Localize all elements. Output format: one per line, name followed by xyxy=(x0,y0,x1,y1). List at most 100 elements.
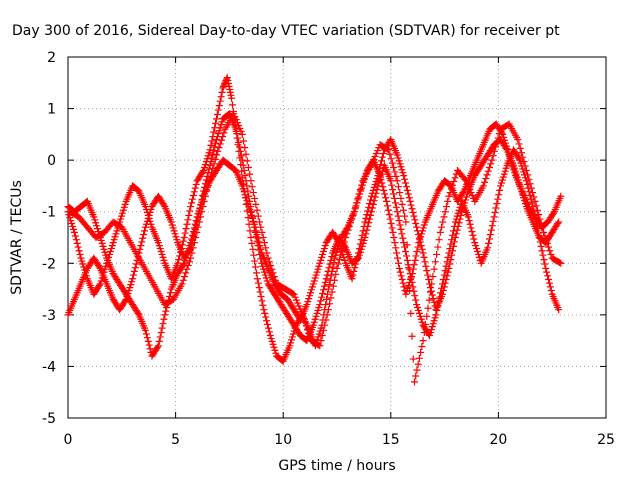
data-point xyxy=(539,251,547,259)
data-point xyxy=(120,203,128,211)
data-point xyxy=(525,175,533,183)
data-point xyxy=(421,258,429,266)
data-point xyxy=(490,213,498,221)
data-point xyxy=(100,245,108,253)
data-point xyxy=(246,170,254,178)
data-point xyxy=(419,337,427,345)
data-point xyxy=(400,283,408,291)
data-point xyxy=(214,147,222,155)
data-point xyxy=(250,220,258,228)
data-point xyxy=(95,263,103,271)
y-tick-label: 1 xyxy=(47,102,56,118)
data-point xyxy=(529,189,537,197)
data-point xyxy=(509,161,517,169)
data-point xyxy=(430,298,438,306)
data-point xyxy=(405,281,413,289)
data-point xyxy=(445,192,453,200)
data-point xyxy=(520,194,528,202)
data-point xyxy=(403,256,411,264)
data-point xyxy=(314,265,322,273)
data-point xyxy=(204,152,212,160)
data-point xyxy=(427,326,435,334)
data-point xyxy=(290,290,298,298)
data-point xyxy=(393,249,401,257)
data-point xyxy=(445,264,453,272)
data-point xyxy=(493,200,501,208)
data-point xyxy=(74,243,82,251)
data-point xyxy=(241,191,249,199)
x-tick-label: 10 xyxy=(274,432,292,448)
data-point xyxy=(215,127,223,135)
data-point xyxy=(208,169,216,177)
data-point xyxy=(383,145,391,153)
data-point xyxy=(431,314,439,322)
y-axis-label: SDTVAR / TECUs xyxy=(9,180,25,295)
data-point xyxy=(249,245,257,253)
data-point xyxy=(450,178,458,186)
data-point xyxy=(159,320,167,328)
data-point xyxy=(386,150,394,158)
data-point xyxy=(175,256,183,264)
data-point xyxy=(216,124,224,132)
data-point xyxy=(451,218,459,226)
data-point xyxy=(215,102,223,110)
series-3 xyxy=(64,136,563,360)
data-point xyxy=(188,249,196,257)
data-point xyxy=(160,256,168,264)
data-point xyxy=(325,281,333,289)
data-point xyxy=(118,209,126,217)
data-point xyxy=(545,275,553,283)
data-point xyxy=(414,231,422,239)
data-point xyxy=(428,280,436,288)
data-point xyxy=(182,269,190,277)
data-point xyxy=(231,113,239,121)
data-point xyxy=(521,162,529,170)
data-point xyxy=(415,309,423,317)
data-point xyxy=(452,230,460,238)
data-point xyxy=(252,263,260,271)
data-point xyxy=(370,183,378,191)
data-point xyxy=(436,228,444,236)
data-point xyxy=(315,341,323,349)
data-point xyxy=(449,181,457,189)
data-point xyxy=(468,228,476,236)
data-point xyxy=(399,169,407,177)
data-point xyxy=(385,211,393,219)
data-point xyxy=(262,244,270,252)
data-point xyxy=(370,155,378,163)
data-point xyxy=(458,208,466,216)
data-point xyxy=(238,156,246,164)
data-point xyxy=(408,332,416,340)
data-point xyxy=(241,144,249,152)
data-point xyxy=(444,197,452,205)
data-point xyxy=(495,191,503,199)
data-point xyxy=(303,326,311,334)
data-point xyxy=(322,275,330,283)
data-point xyxy=(236,124,244,132)
data-point xyxy=(365,203,373,211)
data-point xyxy=(414,303,422,311)
data-point xyxy=(206,146,214,154)
data-point xyxy=(288,333,296,341)
data-point xyxy=(500,170,508,178)
data-point xyxy=(410,287,418,295)
data-point xyxy=(243,197,251,205)
data-point xyxy=(413,366,421,374)
data-point xyxy=(471,239,479,247)
y-tick-label: -5 xyxy=(42,411,56,427)
data-point xyxy=(157,247,165,255)
data-point xyxy=(397,163,405,171)
data-point xyxy=(429,273,437,281)
data-point xyxy=(214,106,222,114)
data-point xyxy=(547,287,555,295)
data-point xyxy=(386,215,394,223)
data-point xyxy=(484,167,492,175)
data-point xyxy=(192,217,200,225)
data-point xyxy=(443,272,451,280)
data-point xyxy=(367,196,375,204)
data-point xyxy=(412,220,420,228)
data-point xyxy=(145,341,153,349)
x-tick-label: 0 xyxy=(64,432,73,448)
data-point xyxy=(199,168,207,176)
data-point xyxy=(459,189,467,197)
